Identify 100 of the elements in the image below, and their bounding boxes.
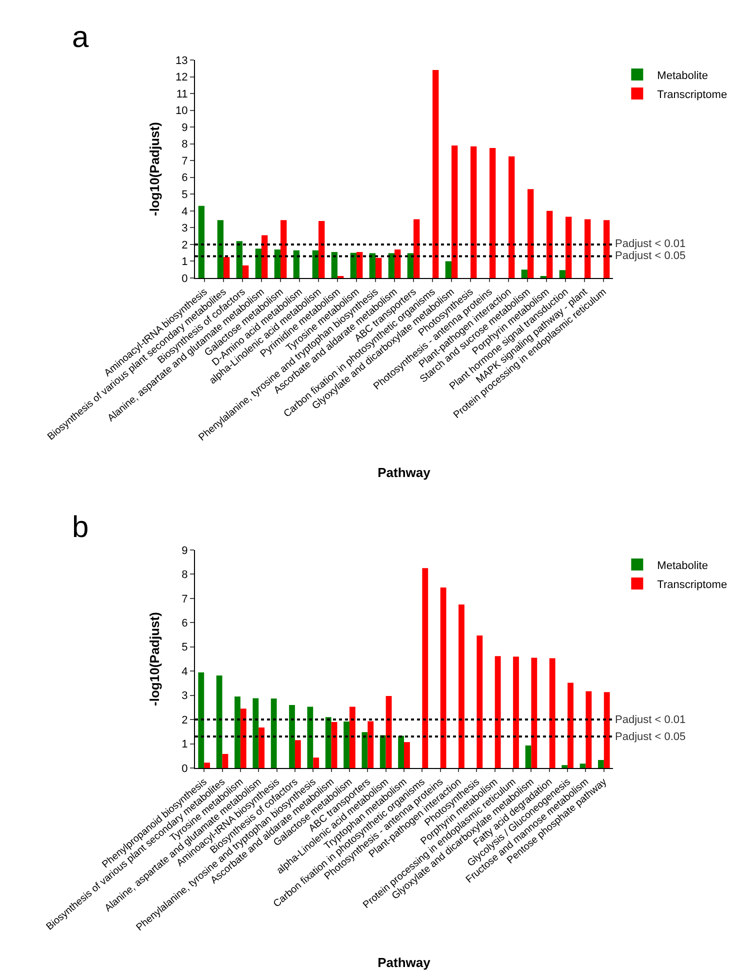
bar [350, 252, 356, 278]
bar [280, 220, 287, 278]
y-tick-label: 1 [182, 738, 188, 751]
y-tick-label: 13 [176, 54, 188, 67]
bar [313, 758, 320, 768]
y-tick-label: 9 [182, 544, 188, 557]
bar [445, 261, 452, 278]
y-tick-label: 5 [182, 642, 188, 654]
y-tick-label: 0 [182, 272, 188, 285]
ref-line-label: Padjust < 0.05 [615, 250, 686, 262]
y-tick-label: 1 [182, 256, 188, 268]
bar [349, 706, 356, 768]
y-tick-label: 4 [182, 666, 188, 678]
y-tick-label: 2 [182, 714, 188, 726]
y-axis-title: -log10(Padjust) [147, 122, 162, 216]
y-tick-label: 7 [182, 155, 188, 168]
chart-title: a [72, 21, 89, 54]
bar [242, 265, 249, 278]
y-tick-label: 6 [182, 172, 188, 184]
bar [198, 672, 204, 768]
bar [274, 249, 280, 278]
bar [508, 156, 515, 278]
x-axis-title: Pathway [378, 465, 432, 480]
y-tick-label: 12 [176, 72, 188, 84]
y-axis-title: -log10(Padjust) [147, 612, 162, 706]
legend-label: Metabolite [657, 70, 708, 82]
y-tick-label: 4 [182, 206, 188, 218]
bar [222, 754, 228, 768]
bar [490, 148, 496, 278]
bar [204, 762, 210, 768]
bar [293, 250, 300, 278]
bar [217, 220, 224, 278]
bar [270, 698, 277, 768]
chart-title: b [72, 511, 89, 544]
bar [458, 604, 464, 768]
y-tick-label: 0 [182, 762, 188, 775]
bar [414, 219, 420, 278]
ref-line-label: Padjust < 0.05 [615, 731, 686, 743]
bar [234, 696, 240, 768]
bar [525, 745, 532, 768]
y-tick-label: 9 [182, 122, 188, 134]
bar [362, 732, 368, 768]
bar [294, 740, 301, 768]
bar [331, 722, 338, 768]
legend-label: Transcriptome [657, 88, 728, 101]
legend-label: Metabolite [657, 560, 708, 572]
bar [404, 742, 410, 768]
y-tick-label: 5 [182, 189, 188, 201]
bar [476, 636, 483, 768]
bar [562, 765, 568, 768]
bar [494, 656, 501, 768]
bar [307, 706, 314, 768]
bar [531, 658, 538, 768]
bar [368, 721, 374, 768]
bar [432, 70, 439, 278]
bar [513, 656, 519, 768]
x-axis-title: Pathway [378, 955, 432, 970]
bar [580, 764, 586, 768]
bar [521, 270, 528, 278]
bar [369, 253, 376, 278]
bar [318, 220, 325, 278]
bar [452, 146, 458, 278]
bar [224, 257, 230, 278]
bar [407, 253, 414, 278]
bar [312, 250, 318, 278]
bar [470, 146, 477, 278]
bar [559, 270, 566, 278]
bar [386, 696, 392, 768]
legend-label: Transcriptome [657, 578, 728, 591]
y-tick-label: 8 [182, 138, 188, 151]
bar [528, 189, 534, 278]
bar [546, 210, 553, 278]
bar [380, 735, 386, 768]
bar [598, 760, 604, 768]
bar [255, 248, 262, 278]
bar [325, 717, 332, 768]
ref-line-label: Padjust < 0.01 [615, 238, 686, 250]
bar [289, 705, 295, 768]
bar [198, 206, 204, 278]
y-tick-label: 3 [182, 222, 188, 235]
y-tick-label: 7 [182, 593, 188, 606]
bar [566, 216, 572, 278]
bar [236, 241, 242, 278]
bar [252, 698, 259, 768]
bar [604, 220, 610, 278]
bar [394, 249, 401, 278]
bar [604, 692, 610, 768]
bar [584, 219, 591, 278]
bar [262, 235, 268, 278]
bar [586, 691, 592, 768]
bar [388, 253, 394, 278]
bar [331, 252, 338, 278]
bar [549, 658, 556, 768]
y-tick-label: 3 [182, 690, 188, 702]
y-tick-label: 11 [176, 88, 188, 100]
y-tick-label: 2 [182, 239, 188, 252]
bar [398, 736, 404, 768]
bar [344, 721, 350, 768]
bar [568, 682, 574, 768]
bar [376, 258, 382, 278]
